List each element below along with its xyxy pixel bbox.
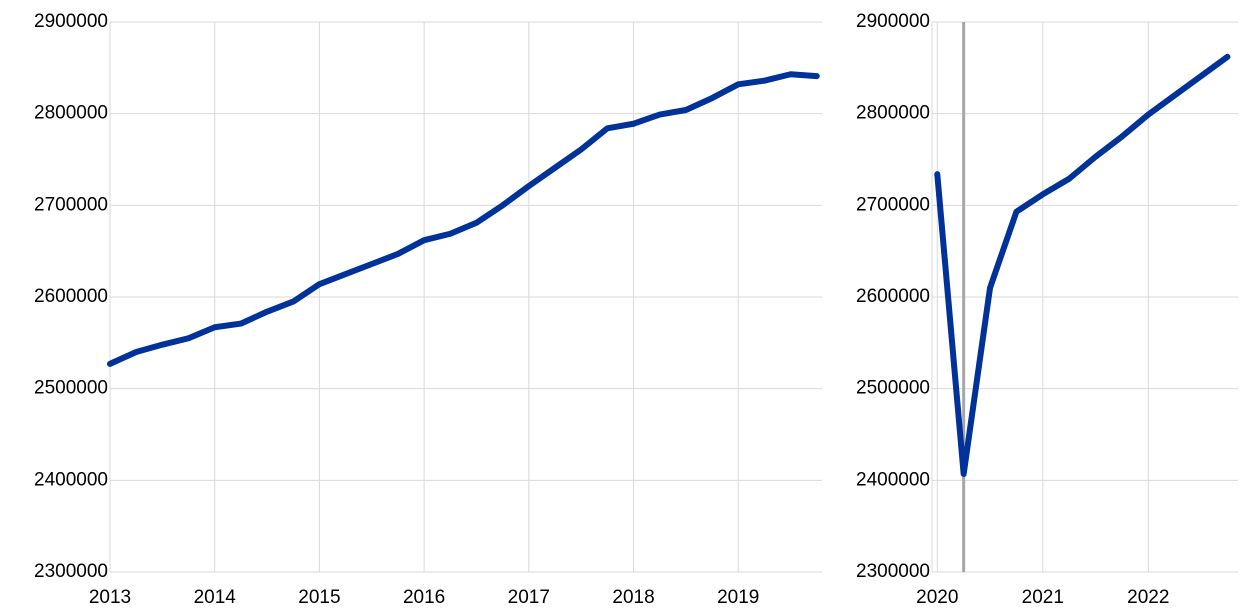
y-tick-label: 2700000 <box>34 194 108 215</box>
x-tick-label: 2014 <box>194 587 237 608</box>
x-tick-label: 2013 <box>89 587 131 608</box>
x-tick-label: 2017 <box>508 587 550 608</box>
x-tick-label: 2021 <box>1022 587 1064 608</box>
x-tick-label: 2016 <box>403 587 445 608</box>
y-tick-label: 2500000 <box>856 378 930 399</box>
data-line <box>934 53 1231 477</box>
y-tick-label: 2900000 <box>34 11 108 32</box>
y-tick-label: 2400000 <box>34 469 108 490</box>
y-tick-label: 2400000 <box>856 469 930 490</box>
y-tick-label: 2300000 <box>856 561 930 582</box>
x-tick-label: 2015 <box>298 587 340 608</box>
y-tick-label: 2800000 <box>34 103 108 124</box>
data-line <box>107 71 820 367</box>
y-tick-label: 2700000 <box>856 194 930 215</box>
x-tick-label: 2018 <box>612 587 654 608</box>
y-tick-label: 2300000 <box>34 561 108 582</box>
y-tick-label: 2500000 <box>34 378 108 399</box>
x-tick-label: 2019 <box>717 587 759 608</box>
y-tick-label: 2600000 <box>34 286 108 307</box>
y-tick-label: 2800000 <box>856 103 930 124</box>
y-tick-label: 2600000 <box>856 286 930 307</box>
x-tick-label: 2022 <box>1127 587 1169 608</box>
x-tick-label: 2020 <box>916 587 958 608</box>
y-tick-label: 2900000 <box>856 11 930 32</box>
